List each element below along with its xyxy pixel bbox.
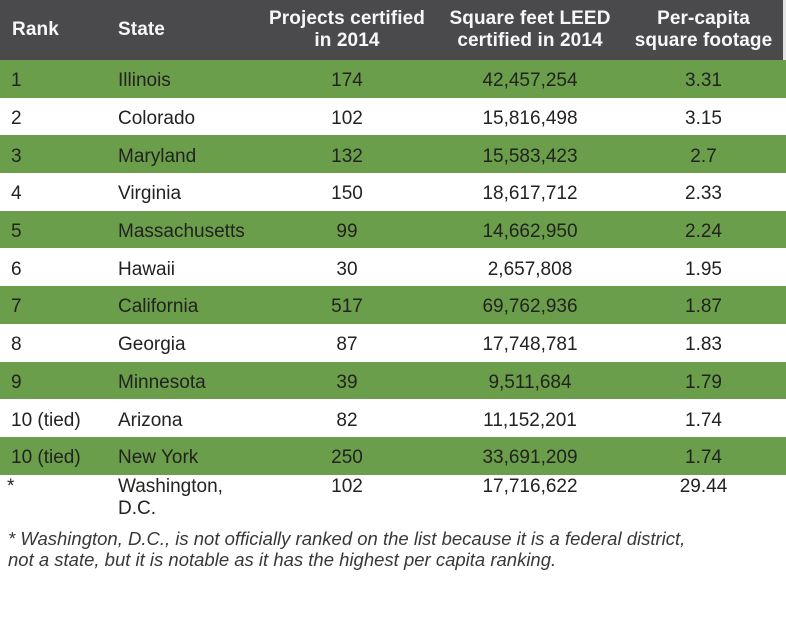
cell-state: Virginia [107, 173, 267, 211]
cell-projects: 102 [267, 97, 427, 136]
cell-projects: 102 [267, 474, 427, 524]
cell-state: Arizona [107, 399, 267, 437]
cell-rank: 4 [0, 173, 107, 211]
table-row: 8 Georgia 87 17,748,781 1.83 [0, 323, 786, 362]
column-header-rank: Rank [0, 0, 107, 60]
cell-sqft: 15,583,423 [427, 135, 633, 174]
cell-rank: 1 [0, 60, 107, 98]
cell-sqft: 33,691,209 [427, 436, 633, 475]
leed-certification-table: Rank State Projects certified in 2014 Sq… [0, 0, 786, 524]
table-row: 9 Minnesota 39 9,511,684 1.79 [0, 361, 786, 400]
cell-state: Minnesota [107, 361, 267, 400]
cell-state: California [107, 286, 267, 324]
cell-projects: 39 [267, 361, 427, 400]
cell-percap: 1.74 [633, 436, 786, 475]
cell-rank: 6 [0, 248, 107, 287]
cell-sqft: 2,657,808 [427, 248, 633, 287]
cell-state: Massachusetts [107, 210, 267, 249]
cell-state: Colorado [107, 97, 267, 136]
column-header-state: State [107, 0, 267, 60]
cell-state: Washington, D.C. [107, 474, 267, 524]
cell-percap: 2.33 [633, 173, 786, 211]
cell-rank: 7 [0, 286, 107, 324]
cell-state: Illinois [107, 60, 267, 98]
cell-sqft: 18,617,712 [427, 173, 633, 211]
cell-state: Georgia [107, 323, 267, 362]
cell-sqft: 9,511,684 [427, 361, 633, 400]
header-row: Rank State Projects certified in 2014 Sq… [0, 0, 786, 60]
cell-percap: 1.83 [633, 323, 786, 362]
cell-rank: 9 [0, 361, 107, 400]
table-row: 2 Colorado 102 15,816,498 3.15 [0, 97, 786, 136]
cell-projects: 87 [267, 323, 427, 362]
table-body: 1 Illinois 174 42,457,254 3.31 2 Colorado 102 15… [0, 60, 786, 524]
cell-sqft: 17,748,781 [427, 323, 633, 362]
cell-percap: 2.7 [633, 135, 786, 174]
footnote: * Washington, D.C., is not officially ra… [8, 527, 686, 570]
table-row: 6 Hawaii 30 2,657,808 1.95 [0, 248, 786, 287]
cell-rank: 3 [0, 135, 107, 174]
cell-sqft: 15,816,498 [427, 97, 633, 136]
cell-sqft: 69,762,936 [427, 286, 633, 324]
cell-projects: 132 [267, 135, 427, 174]
cell-percap: 3.31 [633, 60, 786, 98]
table-row: 1 Illinois 174 42,457,254 3.31 [0, 60, 786, 98]
cell-percap: 29.44 [633, 474, 786, 524]
cell-sqft: 14,662,950 [427, 210, 633, 249]
cell-state: New York [107, 436, 267, 475]
cell-rank: * [0, 474, 107, 524]
column-header-sqft: Square feet LEED certified in 2014 [427, 0, 633, 60]
cell-rank: 5 [0, 210, 107, 249]
table-row: * Washington, D.C. 102 17,716,622 29.44 [0, 474, 786, 524]
table-row: 3 Maryland 132 15,583,423 2.7 [0, 135, 786, 174]
table-row: 4 Virginia 150 18,617,712 2.33 [0, 173, 786, 211]
cell-percap: 1.79 [633, 361, 786, 400]
cell-rank: 10 (tied) [0, 399, 107, 437]
table-row: 10 (tied) Arizona 82 11,152,201 1.74 [0, 399, 786, 437]
table-row: 10 (tied) New York 250 33,691,209 1.74 [0, 436, 786, 475]
cell-sqft: 42,457,254 [427, 60, 633, 98]
column-header-projects: Projects certified in 2014 [267, 0, 427, 60]
cell-state: Hawaii [107, 248, 267, 287]
cell-percap: 2.24 [633, 210, 786, 249]
cell-projects: 99 [267, 210, 427, 249]
cell-state: Maryland [107, 135, 267, 174]
cell-sqft: 11,152,201 [427, 399, 633, 437]
cell-projects: 82 [267, 399, 427, 437]
cell-projects: 150 [267, 173, 427, 211]
cell-percap: 1.95 [633, 248, 786, 287]
cell-projects: 250 [267, 436, 427, 475]
cell-rank: 2 [0, 97, 107, 136]
cell-percap: 3.15 [633, 97, 786, 136]
table-header: Rank State Projects certified in 2014 Sq… [0, 0, 786, 60]
cell-rank: 8 [0, 323, 107, 362]
cell-percap: 1.74 [633, 399, 786, 437]
cell-sqft: 17,716,622 [427, 474, 633, 524]
table-row: 7 California 517 69,762,936 1.87 [0, 286, 786, 324]
cell-rank: 10 (tied) [0, 436, 107, 475]
cell-projects: 174 [267, 60, 427, 98]
column-header-percap: Per-capita square footage [633, 0, 786, 60]
table-row: 5 Massachusetts 99 14,662,950 2.24 [0, 210, 786, 249]
cell-projects: 30 [267, 248, 427, 287]
cell-projects: 517 [267, 286, 427, 324]
cell-percap: 1.87 [633, 286, 786, 324]
